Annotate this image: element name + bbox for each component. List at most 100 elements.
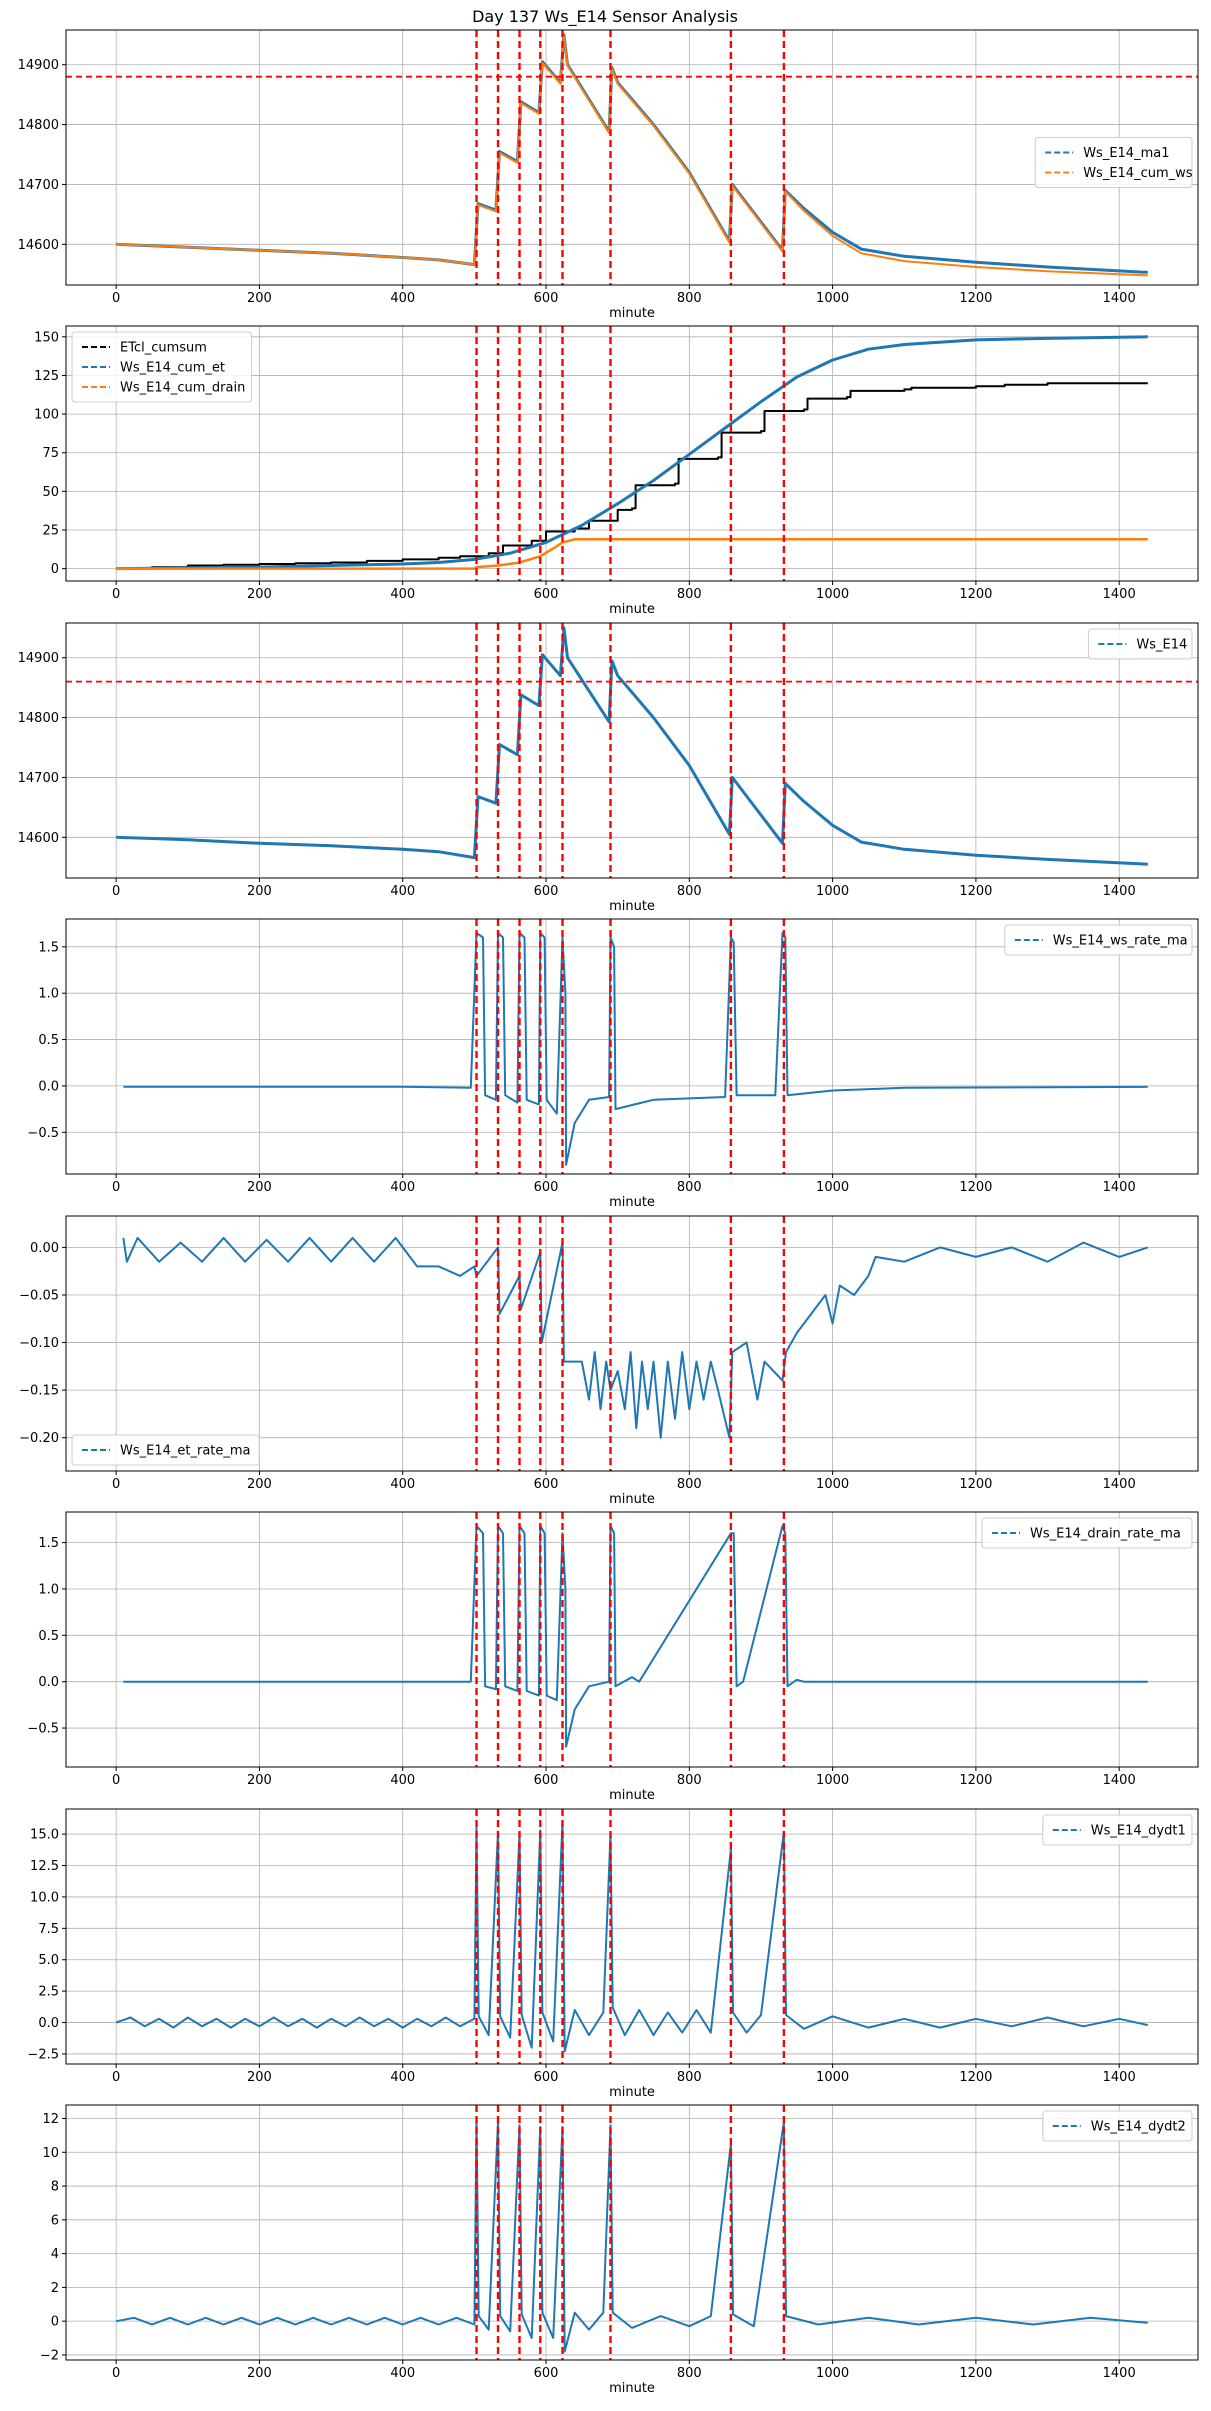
y-tick-label: 10 — [42, 2146, 59, 2161]
y-tick-label: 14700 — [18, 178, 59, 193]
x-tick-label: 0 — [112, 291, 120, 306]
y-tick-label: 10.0 — [30, 1890, 59, 1905]
x-tick-label: 800 — [677, 1773, 702, 1788]
x-tick-label: 400 — [390, 291, 415, 306]
plot-area — [66, 623, 1198, 878]
series-line-ws-e14-et-rate-ma — [122, 1236, 1149, 1439]
x-tick-label: 1400 — [1103, 1773, 1136, 1788]
legend-label: ETcl_cumsum — [120, 341, 207, 356]
plot-area — [116, 2105, 1148, 2360]
legend: Ws_E14 — [1087, 628, 1193, 660]
x-tick-label: 1000 — [816, 1477, 849, 1492]
axes-frame — [65, 325, 1199, 582]
y-tick-label: 6 — [51, 2213, 59, 2228]
x-tick-label: 0 — [112, 2366, 120, 2381]
series-line-ws-e14-ma1 — [116, 33, 1148, 274]
legend-label: Ws_E14_drain_rate_ma — [1030, 1527, 1181, 1542]
x-axis-label: minute — [609, 2381, 655, 2396]
x-tick-label: 400 — [390, 1477, 415, 1492]
x-axis-label: minute — [609, 306, 655, 321]
plot-area — [122, 1216, 1149, 1471]
chart-panel-8: 0 200 400 600 800 1000 1200 1400 −2 0 2 4 6 8 10 12 minu… — [40, 2104, 1199, 2396]
plot-area — [123, 1512, 1148, 1767]
axes-frame — [65, 1215, 1199, 1472]
chart-panel-1: 0 200 400 600 800 1000 1200 1400 14600 14700 14800… — [18, 29, 1199, 321]
legend-box — [1034, 137, 1193, 188]
x-tick-label: 600 — [534, 587, 559, 602]
x-tick-label: 800 — [677, 587, 702, 602]
series-line-ws-e14-cum-et — [116, 335, 1148, 571]
series-line-ws-e14-cum-ws — [116, 35, 1148, 277]
legend-box — [71, 331, 253, 403]
legend-label: Ws_E14 — [1136, 638, 1187, 653]
y-tick-label: 150 — [34, 330, 59, 345]
plot-area — [115, 1809, 1149, 2064]
y-tick-label: 0.0 — [38, 2016, 59, 2031]
legend-box — [71, 1434, 260, 1466]
x-tick-label: 200 — [247, 291, 272, 306]
x-tick-label: 400 — [390, 587, 415, 602]
y-tick-label: 125 — [34, 369, 59, 384]
y-tick-label: −2 — [40, 2348, 59, 2363]
x-tick-label: 400 — [390, 884, 415, 899]
x-tick-label: 1200 — [959, 587, 992, 602]
y-tick-label: 14900 — [18, 651, 59, 666]
x-tick-label: 1200 — [959, 1773, 992, 1788]
x-tick-label: 1200 — [959, 1477, 992, 1492]
legend: Ws_E14_et_rate_ma — [71, 1434, 260, 1466]
x-tick-label: 200 — [247, 1180, 272, 1195]
x-tick-label: 600 — [534, 1477, 559, 1492]
y-tick-label: 2.5 — [38, 1985, 59, 2000]
legend-label: Ws_E14_dydt1 — [1091, 1824, 1186, 1839]
x-tick-label: 1400 — [1103, 291, 1136, 306]
y-tick-label: 0.00 — [30, 1241, 59, 1256]
y-tick-label: 4 — [51, 2247, 59, 2262]
x-tick-label: 400 — [390, 1180, 415, 1195]
chart-panel-5: 0 200 400 600 800 1000 1200 1400 −0.20 −0.15 −0.10… — [19, 1215, 1199, 1507]
x-tick-label: 1000 — [816, 291, 849, 306]
x-tick-label: 600 — [534, 291, 559, 306]
x-tick-label: 1000 — [816, 2070, 849, 2085]
y-tick-label: 7.5 — [38, 1922, 59, 1937]
x-axis-label: minute — [609, 2085, 655, 2100]
x-tick-label: 200 — [247, 587, 272, 602]
y-tick-label: −0.5 — [27, 1126, 59, 1141]
x-tick-label: 600 — [534, 2070, 559, 2085]
x-tick-label: 1400 — [1103, 2366, 1136, 2381]
y-tick-label: 0 — [51, 2315, 59, 2330]
x-tick-label: 1000 — [816, 884, 849, 899]
x-tick-label: 1000 — [816, 587, 849, 602]
series-line-ws-e14-dydt1 — [115, 1820, 1149, 2053]
y-tick-label: −0.10 — [19, 1336, 59, 1351]
x-tick-label: 600 — [534, 1180, 559, 1195]
x-tick-label: 200 — [247, 884, 272, 899]
y-tick-label: 1.5 — [38, 940, 59, 955]
x-tick-label: 1400 — [1103, 587, 1136, 602]
y-tick-label: 100 — [34, 408, 59, 423]
x-tick-label: 400 — [390, 1773, 415, 1788]
x-tick-label: 600 — [534, 2366, 559, 2381]
x-tick-label: 1000 — [816, 1773, 849, 1788]
legend-label: Ws_E14_et_rate_ma — [120, 1444, 251, 1459]
legend-box — [981, 1517, 1193, 1549]
y-tick-label: 0.5 — [38, 1033, 59, 1048]
x-tick-label: 800 — [677, 1477, 702, 1492]
y-tick-label: −2.5 — [27, 2047, 59, 2062]
y-tick-label: 14800 — [18, 118, 59, 133]
x-tick-label: 1400 — [1103, 884, 1136, 899]
y-tick-label: −0.15 — [19, 1384, 59, 1399]
y-tick-label: 50 — [42, 485, 59, 500]
legend-label: Ws_E14_cum_ws — [1083, 166, 1193, 181]
x-tick-label: 1400 — [1103, 1180, 1136, 1195]
x-tick-label: 800 — [677, 1180, 702, 1195]
axes-frame — [65, 622, 1199, 879]
chart-panel-6: 0 200 400 600 800 1000 1200 1400 −0.5 0.0 0.5 1.0 1.… — [27, 1511, 1199, 1803]
x-tick-label: 1200 — [959, 291, 992, 306]
x-tick-label: 800 — [677, 2070, 702, 2085]
y-tick-label: 0.0 — [38, 1675, 59, 1690]
chart-panel-7: 0 200 400 600 800 1000 1200 1400 −2.5 0.0 2.5 5.0 7.… — [27, 1808, 1199, 2100]
x-tick-label: 0 — [112, 1477, 120, 1492]
x-axis-label: minute — [609, 1492, 655, 1507]
y-tick-label: 0 — [51, 562, 59, 577]
y-tick-label: 1.5 — [38, 1536, 59, 1551]
